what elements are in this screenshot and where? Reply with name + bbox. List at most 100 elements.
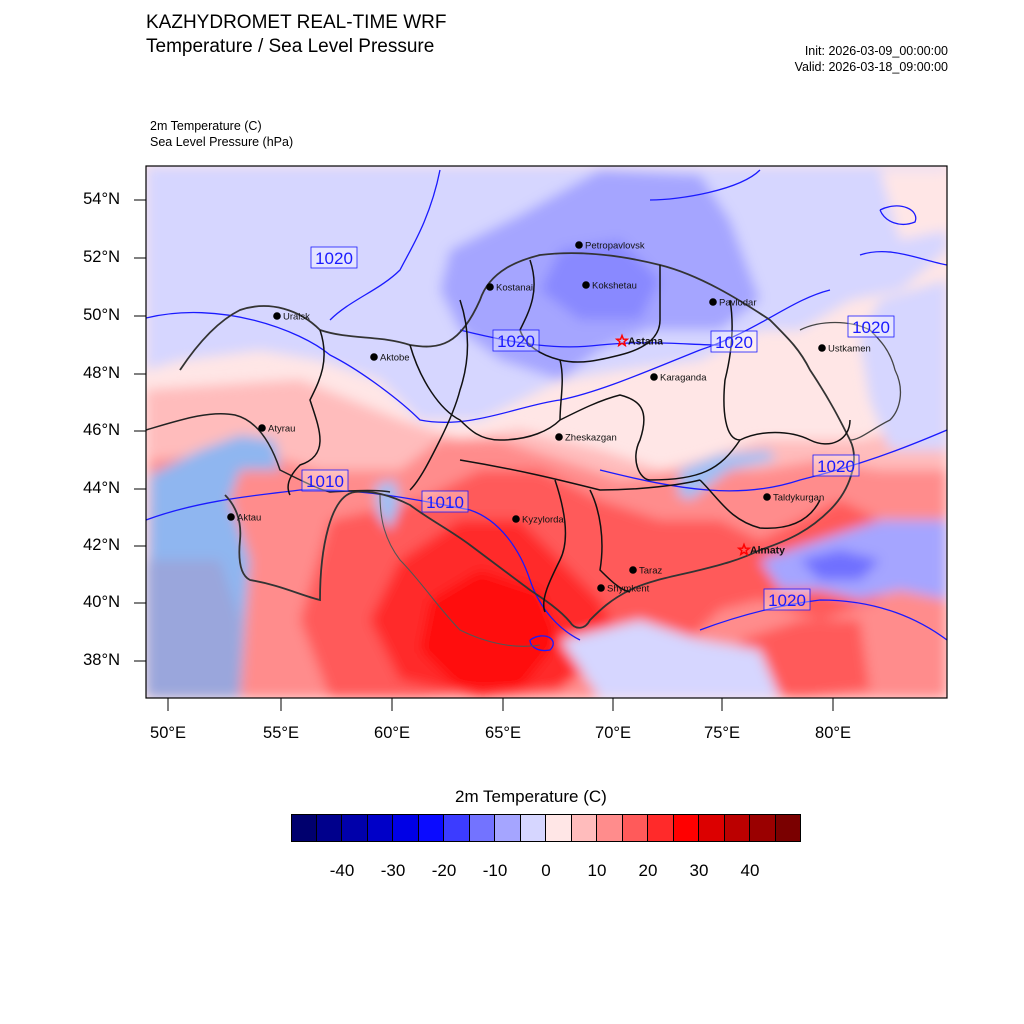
svg-text:1010: 1010 — [426, 493, 464, 512]
city-dot-icon — [650, 373, 658, 381]
city-label: Taraz — [639, 566, 662, 577]
longitude-label: 80°E — [815, 724, 851, 742]
isobar-label: 1020 — [492, 329, 540, 352]
longitude-label: 60°E — [374, 724, 410, 742]
city-label: Petropavlovsk — [585, 241, 645, 252]
colorbar-swatch — [648, 814, 674, 842]
colorbar-tick-label: 0 — [541, 861, 551, 880]
field-label-pressure: Sea Level Pressure (hPa) — [150, 135, 294, 149]
colorbar-swatch — [342, 814, 368, 842]
capital-star-icon — [614, 333, 630, 348]
colorbar-swatch — [291, 814, 317, 842]
city-uralsk: Uralsk — [273, 312, 310, 323]
latitude-label: 42°N — [83, 536, 120, 554]
isobar-label: 1010 — [301, 469, 349, 492]
city-dot-icon — [486, 283, 494, 291]
city-kyzylorda: Kyzylorda — [512, 515, 564, 526]
city-dot-icon — [512, 515, 520, 523]
isobar-line — [699, 599, 947, 641]
colorbar-tick-label: -20 — [431, 861, 457, 880]
svg-text:1020: 1020 — [715, 333, 753, 352]
colorbar-swatch — [724, 814, 750, 842]
city-aktobe: Aktobe — [370, 353, 410, 364]
isobar-line — [649, 169, 761, 201]
region-border — [409, 299, 469, 491]
city-shymkent: Shymkent — [597, 584, 650, 595]
svg-text:1010: 1010 — [306, 472, 344, 491]
longitude-label: 70°E — [595, 724, 631, 742]
latitude-label: 46°N — [83, 421, 120, 439]
colorbar-swatch — [571, 814, 597, 842]
colorbar-swatch — [673, 814, 699, 842]
country-border — [379, 494, 541, 647]
city-dot-icon — [555, 433, 563, 441]
latitude-label: 54°N — [83, 190, 120, 208]
valid-time: Valid: 2026-03-18_09:00:00 — [794, 60, 948, 74]
city-dot-icon — [227, 513, 235, 521]
city-karaganda: Karaganda — [650, 373, 707, 384]
city-label: Pavlodar — [719, 298, 757, 309]
city-zheskazgan: Zheskazgan — [555, 433, 617, 444]
colorbar-tick-label: -40 — [329, 861, 355, 880]
city-dot-icon — [582, 281, 590, 289]
isobar-line — [459, 329, 721, 348]
city-aktau: Aktau — [227, 513, 261, 524]
city-dot-icon — [273, 312, 281, 320]
colorbar-tick-label: 20 — [638, 861, 658, 880]
city-atyrau: Atyrau — [258, 424, 295, 435]
colorbar-swatch — [546, 814, 572, 842]
colorbar-swatch — [699, 814, 725, 842]
colorbar-swatch — [469, 814, 495, 842]
city-dot-icon — [258, 424, 266, 432]
city-dot-icon — [709, 298, 717, 306]
city-label: Shymkent — [607, 584, 650, 595]
isobars — [146, 169, 947, 652]
region-border — [559, 299, 741, 441]
city-label: Kokshetau — [592, 281, 637, 292]
city-dot-icon — [597, 584, 605, 592]
axis-ticks — [134, 199, 834, 711]
colorbar-swatch — [622, 814, 648, 842]
latitude-label: 50°N — [83, 306, 120, 324]
colorbar-tick-label: 30 — [689, 861, 709, 880]
colorbar-swatch — [444, 814, 470, 842]
city-label: Almaty — [750, 545, 785, 557]
city-dot-icon — [763, 493, 771, 501]
city-label: Zheskazgan — [565, 433, 617, 444]
region-border — [146, 412, 391, 493]
region-border — [287, 329, 325, 496]
colorbar-swatch — [316, 814, 342, 842]
city-label: Atyrau — [268, 424, 295, 435]
capital-star-icon — [736, 542, 752, 557]
longitude-label: 65°E — [485, 724, 521, 742]
city-label: Ustkamen — [828, 344, 871, 355]
latitude-label: 40°N — [83, 593, 120, 611]
map-subtitle: Temperature / Sea Level Pressure — [146, 36, 435, 57]
latitude-label: 48°N — [83, 364, 120, 382]
colorbar-swatch — [775, 814, 801, 842]
city-label: Uralsk — [283, 312, 310, 323]
colorbar-title: 2m Temperature (C) — [455, 787, 607, 806]
map-title: KAZHYDROMET REAL-TIME WRF — [146, 12, 447, 33]
isobar-label: 1020 — [710, 330, 758, 353]
city-dot-icon — [575, 241, 583, 249]
field-label-temperature: 2m Temperature (C) — [150, 119, 262, 133]
country-border — [179, 252, 855, 629]
isobar-line — [599, 429, 947, 492]
isobar-label: 1020 — [847, 315, 895, 338]
colorbar-swatch — [418, 814, 444, 842]
city-kostanai: Kostanai — [486, 283, 533, 294]
colorbar-tick-label: 40 — [740, 861, 760, 880]
city-pavlodar: Pavlodar — [709, 298, 757, 309]
svg-text:1020: 1020 — [497, 332, 535, 351]
init-time: Init: 2026-03-09_00:00:00 — [804, 44, 948, 58]
isobar-line — [146, 289, 831, 423]
latitude-label: 44°N — [83, 479, 120, 497]
isobar-line — [879, 205, 917, 225]
city-dot-icon — [370, 353, 378, 361]
region-border — [519, 259, 661, 363]
borders — [146, 252, 902, 647]
isobar-labels: 1020 1020 1020 1020 1020 1020 1010 1010 — [301, 246, 895, 611]
city-taraz: Taraz — [629, 566, 662, 577]
city-kokshetau: Kokshetau — [582, 281, 637, 292]
